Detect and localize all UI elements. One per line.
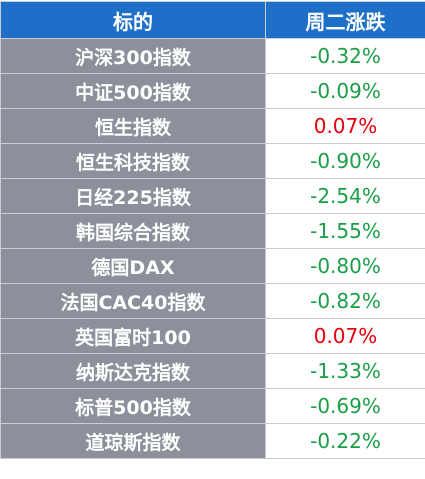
change-value: -0.09% bbox=[266, 74, 425, 109]
table-row: 恒生科技指数-0.90% bbox=[1, 144, 425, 179]
table-row: 道琼斯指数-0.22% bbox=[1, 424, 425, 459]
table-row: 中证500指数-0.09% bbox=[1, 74, 425, 109]
change-value: -0.22% bbox=[266, 424, 425, 459]
index-name: 恒生科技指数 bbox=[1, 144, 266, 179]
table-row: 韩国综合指数-1.55% bbox=[1, 214, 425, 249]
change-value: -0.80% bbox=[266, 249, 425, 284]
header-row: 标的 周二涨跌 bbox=[1, 2, 425, 39]
index-name: 日经225指数 bbox=[1, 179, 266, 214]
index-name: 沪深300指数 bbox=[1, 39, 266, 74]
change-value: -1.33% bbox=[266, 354, 425, 389]
index-name: 道琼斯指数 bbox=[1, 424, 266, 459]
table-row: 纳斯达克指数-1.33% bbox=[1, 354, 425, 389]
header-cell: 周二涨跌 bbox=[266, 2, 425, 39]
index-name: 恒生指数 bbox=[1, 109, 266, 144]
change-value: 0.07% bbox=[266, 109, 425, 144]
index-name: 韩国综合指数 bbox=[1, 214, 266, 249]
header-cell: 标的 bbox=[1, 2, 266, 39]
index-name: 法国CAC40指数 bbox=[1, 284, 266, 319]
index-name: 纳斯达克指数 bbox=[1, 354, 266, 389]
table-row: 日经225指数-2.54% bbox=[1, 179, 425, 214]
change-value: -2.54% bbox=[266, 179, 425, 214]
change-value: -0.69% bbox=[266, 389, 425, 424]
index-name: 德国DAX bbox=[1, 249, 266, 284]
change-value: -1.55% bbox=[266, 214, 425, 249]
index-name: 英国富时100 bbox=[1, 319, 266, 354]
change-value: -0.32% bbox=[266, 39, 425, 74]
table-row: 德国DAX-0.80% bbox=[1, 249, 425, 284]
change-value: -0.90% bbox=[266, 144, 425, 179]
table-row: 沪深300指数-0.32% bbox=[1, 39, 425, 74]
table-head: 标的 周二涨跌 bbox=[1, 2, 425, 39]
change-value: -0.82% bbox=[266, 284, 425, 319]
index-name: 中证500指数 bbox=[1, 74, 266, 109]
table-row: 标普500指数-0.69% bbox=[1, 389, 425, 424]
index-name: 标普500指数 bbox=[1, 389, 266, 424]
change-value: 0.07% bbox=[266, 319, 425, 354]
table-row: 法国CAC40指数-0.82% bbox=[1, 284, 425, 319]
